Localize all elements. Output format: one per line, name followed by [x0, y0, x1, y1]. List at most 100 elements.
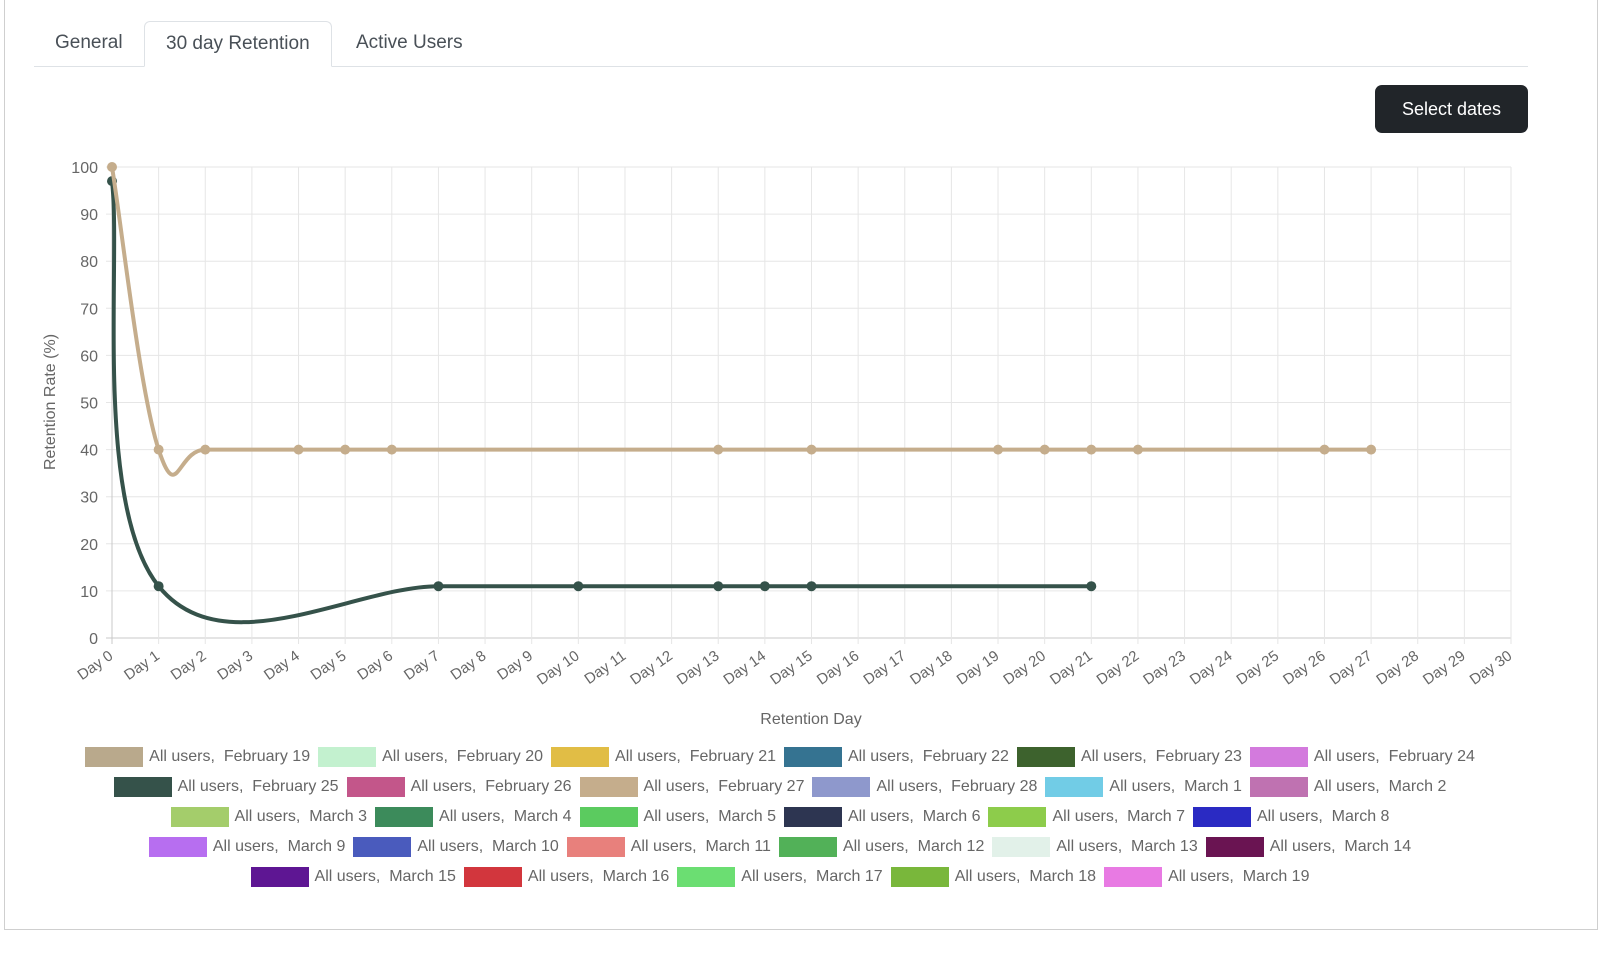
x-tick-label: Day 27 [1327, 647, 1376, 688]
legend-item[interactable]: All users, February 28 [812, 777, 1037, 797]
y-tick-label: 100 [71, 160, 98, 177]
legend-item[interactable]: All users, February 27 [579, 777, 805, 797]
legend-item[interactable]: All users, March 17 [677, 867, 883, 887]
x-tick-label: Day 7 [401, 647, 443, 683]
legend-label: All users, March 16 [527, 868, 670, 885]
data-point[interactable] [1086, 581, 1097, 592]
x-tick-label: Day 29 [1420, 647, 1469, 688]
legend-swatch [992, 837, 1051, 857]
y-tick-label: 60 [80, 348, 98, 365]
data-point[interactable] [153, 581, 164, 592]
legend-swatch [988, 807, 1047, 827]
tab-bar: General 30 day Retention Active Users [34, 21, 1528, 67]
legend-item[interactable]: All users, March 18 [890, 867, 1097, 887]
x-tick-label: Day 30 [1467, 647, 1516, 688]
legend-swatch [375, 807, 434, 827]
tab-active-users[interactable]: Active Users [356, 32, 463, 53]
legend-item[interactable]: All users, March 5 [579, 807, 776, 827]
data-point[interactable] [759, 581, 770, 592]
data-point[interactable] [1366, 444, 1377, 455]
x-tick-label: Day 9 [494, 647, 536, 683]
x-tick-label: Day 3 [214, 647, 256, 683]
x-axis-ticks: Day 0 Day 1 Day 2 Day 3 Day 4 Day 5 Day 6 Day 7… [74, 647, 1515, 688]
legend-label: All users, March 13 [1056, 838, 1198, 855]
legend-item[interactable]: All users, March 9 [148, 837, 345, 857]
x-tick-label: Day 0 [74, 647, 116, 683]
data-point[interactable] [806, 581, 817, 592]
legend-swatch [1045, 777, 1104, 797]
legend-label: All users, March 18 [954, 868, 1097, 885]
legend-item[interactable]: All users, February 23 [1016, 747, 1242, 767]
legend-item[interactable]: All users, March 11 [566, 837, 771, 857]
legend-item[interactable]: All users, February 24 [1249, 747, 1475, 767]
data-point[interactable] [1132, 444, 1143, 455]
legend-item[interactable]: All users, March 12 [778, 837, 984, 857]
legend-item[interactable]: All users, March 1 [1045, 777, 1242, 797]
legend-item[interactable]: All users, March 3 [170, 807, 367, 827]
data-point[interactable] [806, 444, 817, 455]
legend-label: All users, March 14 [1269, 838, 1412, 855]
y-tick-label: 80 [80, 254, 98, 271]
legend-item[interactable]: All users, March 6 [784, 807, 980, 827]
legend-label: All users, February 20 [382, 748, 544, 765]
data-point[interactable] [1319, 444, 1330, 455]
data-point[interactable] [107, 162, 117, 172]
x-tick-label: Day 14 [720, 647, 769, 688]
legend-label: All users, March 10 [417, 838, 559, 855]
tab-30-day-retention[interactable]: 30 day Retention [144, 21, 332, 67]
legend-swatch [1104, 867, 1163, 887]
legend-swatch [1249, 747, 1308, 767]
legend-item[interactable]: All users, March 8 [1192, 807, 1389, 827]
data-point[interactable] [386, 444, 397, 455]
legend-swatch [551, 747, 610, 767]
legend-label: All users, February 24 [1313, 748, 1475, 765]
x-tick-label: Day 16 [814, 647, 863, 688]
data-point[interactable] [573, 581, 584, 592]
y-axis-label: Retention Rate (%) [42, 334, 59, 470]
legend-label: All users, February 25 [177, 778, 339, 795]
data-point[interactable] [1039, 444, 1050, 455]
legend-label: All users, February 21 [615, 748, 776, 765]
legend-label: All users, March 6 [848, 808, 981, 825]
legend-item[interactable]: All users, February 21 [551, 747, 776, 767]
legend-swatch [579, 777, 638, 797]
x-tick-label: Day 5 [308, 647, 350, 683]
data-point[interactable] [713, 581, 724, 592]
y-tick-label: 10 [80, 584, 98, 601]
data-point[interactable] [713, 444, 724, 455]
select-dates-button[interactable]: Select dates [1375, 85, 1528, 133]
legend-item[interactable]: All users, February 19 [85, 747, 310, 767]
legend-row: All users, March 3 All users, March 4 All … [40, 802, 1520, 832]
legend-item[interactable]: All users, March 7 [988, 807, 1185, 827]
legend-swatch [353, 837, 412, 857]
data-point[interactable] [340, 444, 351, 455]
legend-swatch [1016, 747, 1075, 767]
legend-item[interactable]: All users, March 19 [1104, 867, 1309, 887]
data-point[interactable] [293, 444, 304, 455]
legend-label: All users, March 19 [1168, 868, 1310, 885]
y-tick-label: 20 [80, 537, 98, 554]
data-point[interactable] [200, 444, 211, 455]
tab-general[interactable]: General [55, 32, 123, 53]
legend-label: All users, February 27 [643, 778, 805, 795]
chart-grid [106, 166, 1512, 644]
legend-item[interactable]: All users, March 2 [1249, 777, 1446, 797]
legend-item[interactable]: All users, February 26 [346, 777, 572, 797]
legend-item[interactable]: All users, March 4 [375, 807, 572, 827]
legend-swatch [1205, 837, 1264, 857]
x-tick-label: Day 6 [354, 647, 396, 683]
legend-item[interactable]: All users, March 14 [1205, 837, 1412, 857]
data-point[interactable] [993, 444, 1004, 455]
legend-item[interactable]: All users, March 15 [250, 867, 456, 887]
legend-item[interactable]: All users, February 22 [784, 747, 1009, 767]
y-axis-ticks: 0 10 20 30 40 50 60 70 80 90 100 [71, 160, 98, 648]
legend-item[interactable]: All users, February 20 [318, 747, 543, 767]
data-point[interactable] [1086, 444, 1097, 455]
data-point[interactable] [153, 444, 164, 455]
legend-item[interactable]: All users, March 10 [353, 837, 559, 857]
legend-item[interactable]: All users, March 16 [463, 867, 670, 887]
legend-item[interactable]: All users, February 25 [113, 777, 339, 797]
legend-item[interactable]: All users, March 13 [992, 837, 1198, 857]
data-point[interactable] [433, 581, 444, 592]
x-tick-label: Day 25 [1233, 647, 1282, 688]
